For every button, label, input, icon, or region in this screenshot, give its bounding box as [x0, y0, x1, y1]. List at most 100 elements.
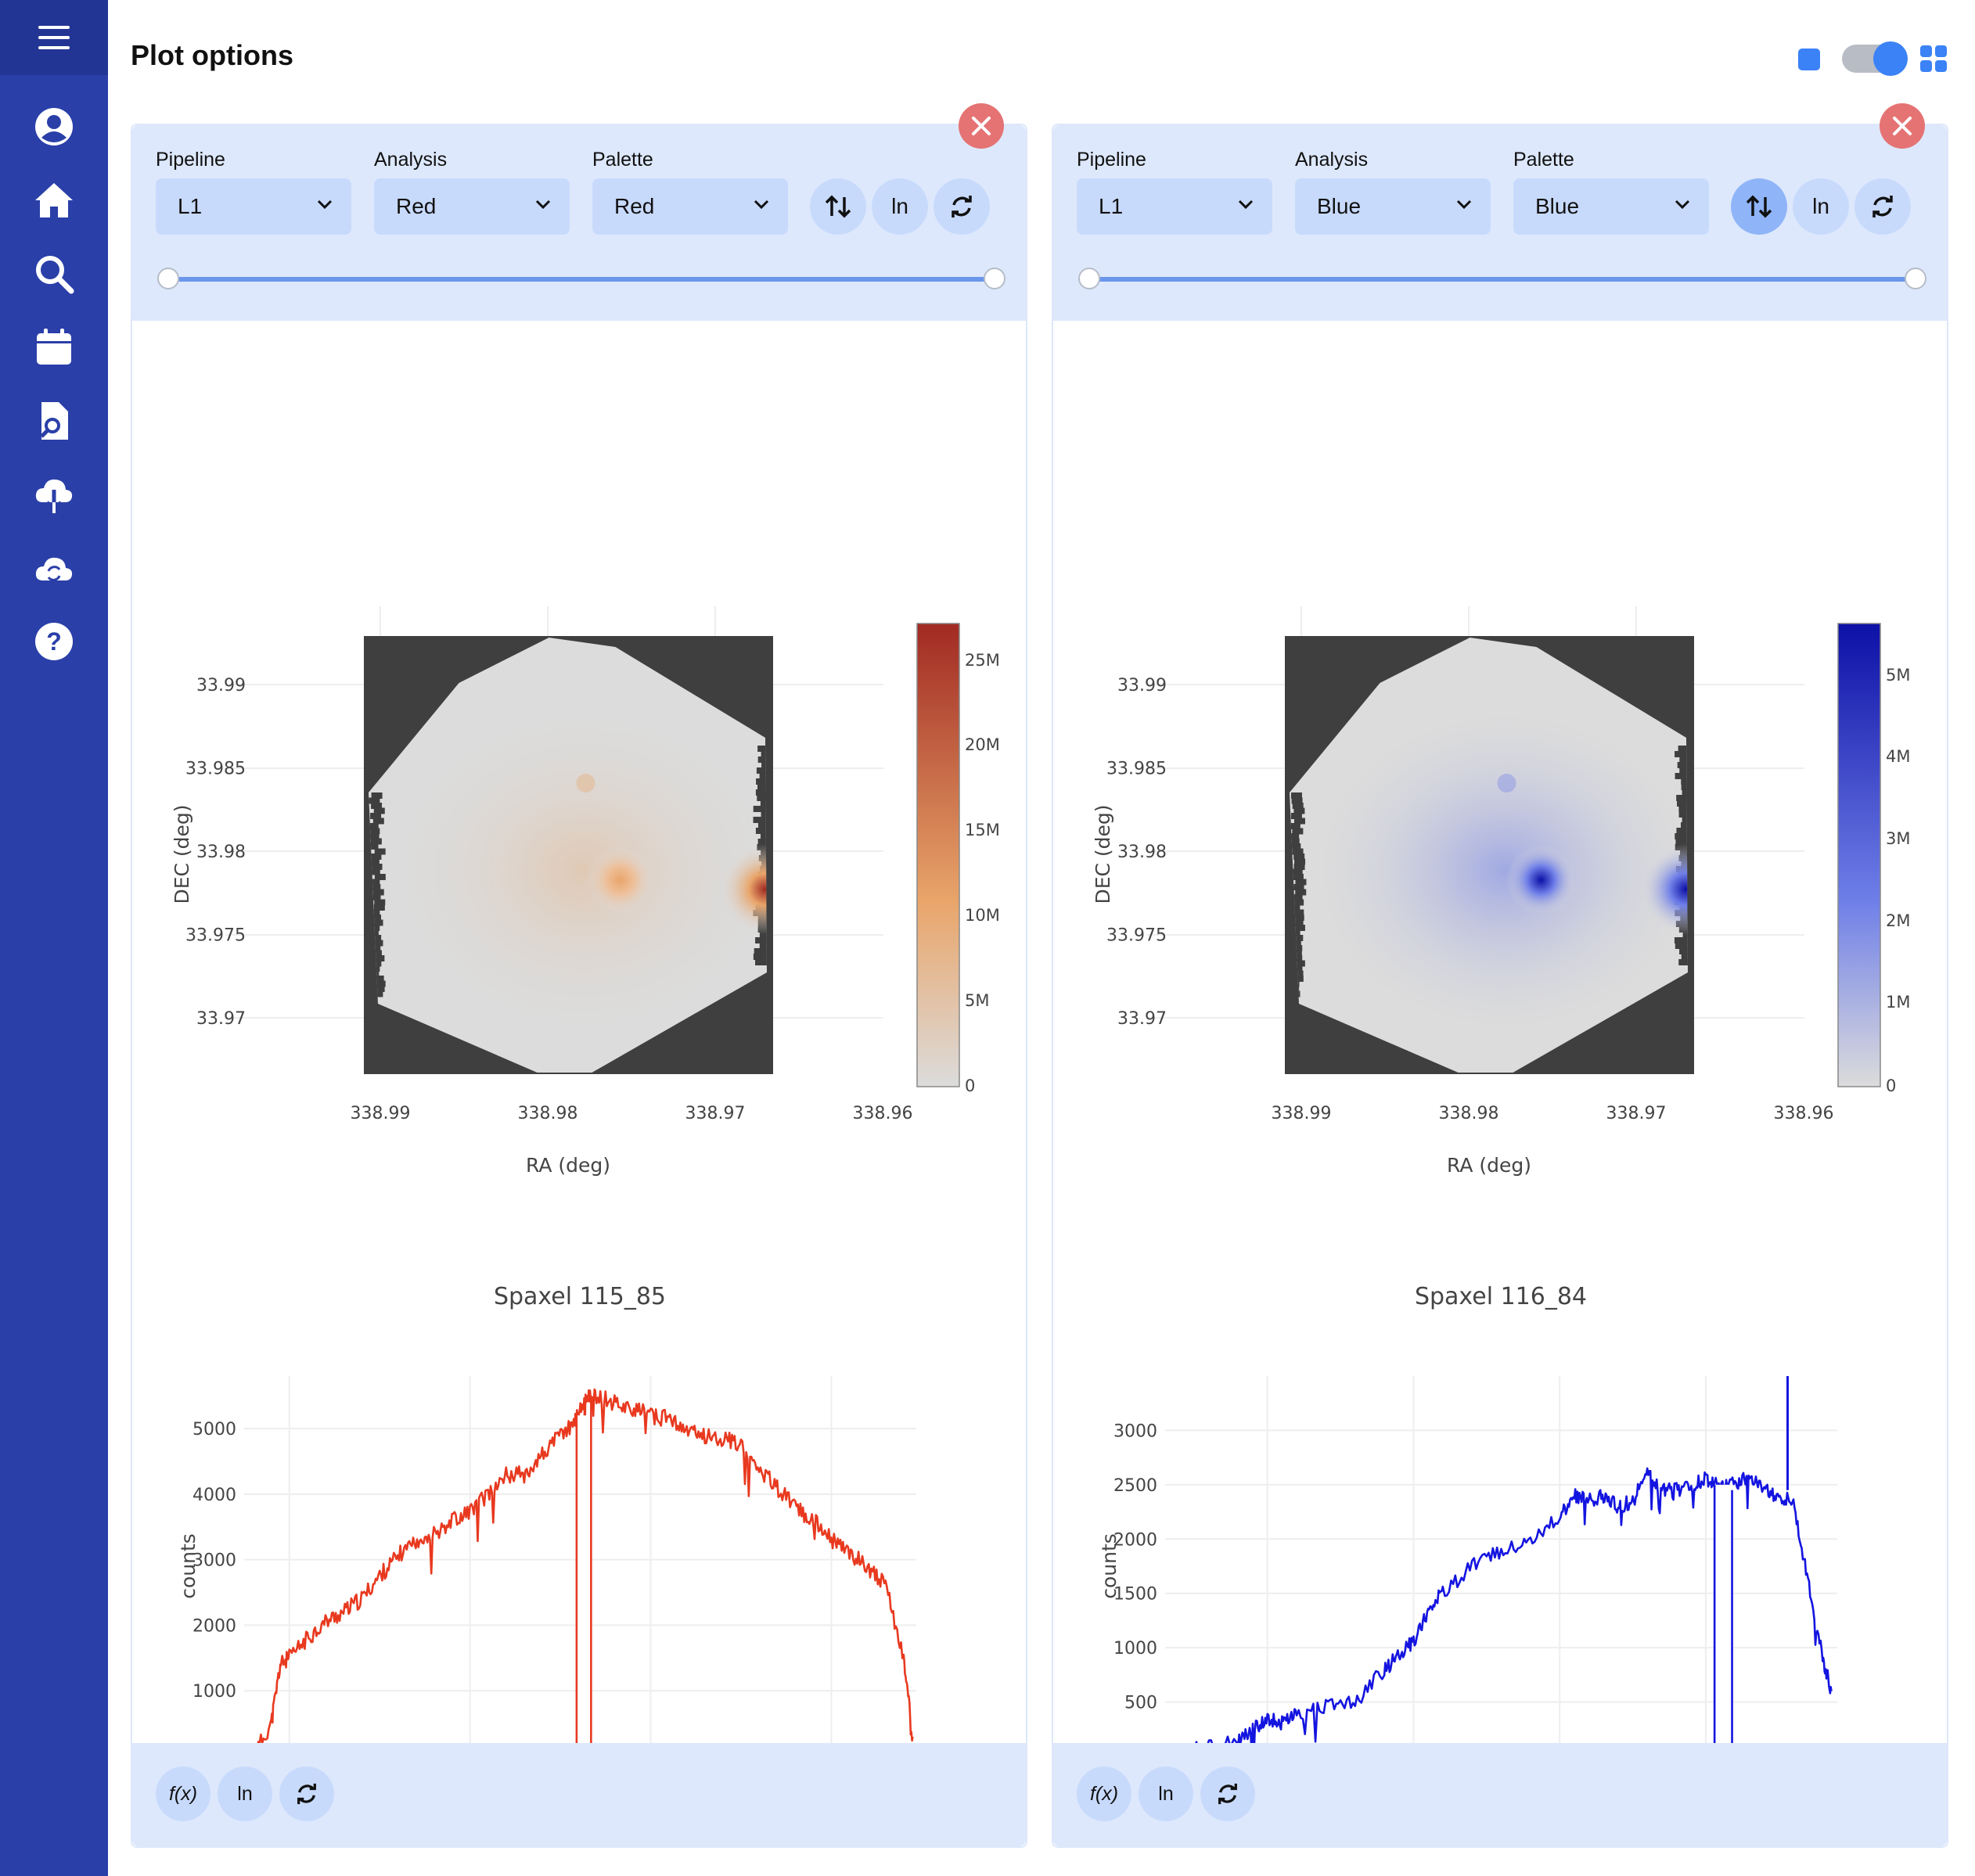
heatmap-edge-pixel [1292, 935, 1304, 941]
range-slider-track[interactable] [167, 277, 995, 282]
heatmap-footprint [1290, 638, 1688, 1073]
heatmap-edge-pixel [1681, 822, 1688, 828]
chevron-down-icon [535, 199, 551, 210]
heatmap-edge-pixel [1679, 948, 1688, 954]
pipeline-value: L1 [178, 194, 203, 218]
y-tick-label: 33.98 [196, 843, 246, 862]
function-button[interactable]: f(x) [1077, 1766, 1131, 1821]
log-scale-footer-button[interactable]: ln [1139, 1766, 1193, 1821]
plot-panel-left: Pipeline Analysis Palette L1 Red Red ln [131, 103, 1027, 1848]
heatmap-edge-pixel [1293, 818, 1305, 825]
cloud-download-icon [35, 479, 73, 513]
sidebar-item-home[interactable] [27, 174, 81, 227]
sidebar-item-search[interactable] [27, 247, 81, 300]
swap-axis-button[interactable] [810, 178, 866, 235]
heatmap-edge-pixel [370, 813, 382, 819]
heatmap-edge-pixel [1290, 904, 1300, 911]
y-tick-label: 3000 [1113, 1421, 1157, 1441]
colorbar [1837, 623, 1881, 1087]
analysis-select[interactable]: Blue [1295, 178, 1491, 235]
sidebar-item-user[interactable] [27, 100, 81, 153]
plots-area: 338.99 338.98 338.97 338.96 33.99 33.985 33.98… [171, 606, 1000, 1745]
heatmap-edge-pixel [1290, 843, 1301, 850]
log-scale-button[interactable]: ln [1793, 178, 1849, 235]
heatmap-edge-pixel [759, 773, 767, 779]
analysis-select[interactable]: Red [374, 178, 570, 235]
range-slider-min-handle[interactable] [1078, 268, 1100, 289]
home-icon [35, 183, 73, 217]
x-tick-label: 338.96 [1774, 1104, 1834, 1123]
heatmap-edge-pixel [369, 894, 381, 900]
colorbar-tick-label: 3M [1886, 829, 1910, 848]
calendar-icon [37, 329, 71, 365]
x-axis-label: RA (deg) [526, 1154, 610, 1177]
heatmap-edge-pixel [1675, 773, 1688, 779]
pipeline-select[interactable]: L1 [1077, 178, 1272, 235]
refresh-icon [1218, 1783, 1237, 1805]
y-tick-label: 33.975 [185, 926, 246, 946]
log-scale-button[interactable]: ln [872, 178, 928, 235]
heatmap-edge-pixel [1295, 879, 1307, 886]
heatmap-edge-pixel [374, 874, 386, 880]
log-scale-footer-button[interactable]: ln [218, 1766, 272, 1821]
colorbar-tick-label: 0 [965, 1076, 975, 1095]
reset-button[interactable] [934, 178, 990, 235]
spectrum-title: Spaxel 116_84 [1415, 1283, 1587, 1310]
heatmap-chart[interactable]: 338.99 338.98 338.97 338.96 33.99 33.985 33.98… [171, 606, 1000, 1177]
y-axis-label: counts [1098, 1533, 1121, 1599]
view-toggle[interactable] [1842, 41, 1908, 76]
palette-select[interactable]: Red [592, 178, 788, 235]
close-panel-button[interactable] [959, 103, 1004, 149]
sidebar-item-file-search[interactable] [27, 394, 81, 447]
heatmap-edge-pixel [370, 854, 382, 860]
pipeline-select[interactable]: L1 [156, 178, 351, 235]
analysis-label: Analysis [1295, 149, 1369, 171]
y-tick-label: 4000 [192, 1486, 236, 1505]
heatmap-edge-pixel [1679, 767, 1688, 774]
heatmap-edge-pixel [1675, 751, 1688, 757]
heatmap-edge-pixel [760, 833, 767, 839]
y-tick-label: 33.97 [196, 1009, 246, 1029]
single-view-icon[interactable] [1798, 49, 1820, 70]
spectrum-chart[interactable]: Spaxel 115_85600070008000900050004000300… [177, 1283, 916, 1745]
range-slider-max-handle[interactable] [1905, 268, 1926, 289]
heatmap-source [585, 845, 656, 915]
heatmap-edge-pixel [1295, 889, 1307, 896]
heatmap-chart[interactable]: 338.99 338.98 338.97 338.96 33.99 33.985 33.98… [1092, 606, 1910, 1177]
spectrum-chart[interactable]: Spaxel 116_84400045005000550030002500200… [1098, 1283, 1837, 1745]
reset-button[interactable] [1854, 178, 1911, 235]
heatmap-edge-pixel [757, 784, 767, 790]
sidebar-item-sync[interactable] [27, 541, 81, 595]
heatmap-edge-pixel [1682, 932, 1688, 938]
range-slider-max-handle[interactable] [984, 268, 1005, 289]
heatmap-halo [1301, 699, 1688, 1043]
sidebar-item-download[interactable] [27, 468, 81, 521]
function-button[interactable]: f(x) [156, 1766, 210, 1821]
palette-select[interactable]: Blue [1513, 178, 1709, 235]
reset-footer-button[interactable] [279, 1766, 334, 1821]
y-axis-label: DEC (deg) [171, 804, 193, 904]
close-icon [972, 117, 991, 135]
heatmap-edge-pixel [759, 932, 767, 938]
range-slider-track[interactable] [1088, 277, 1916, 282]
colorbar [916, 623, 960, 1087]
analysis-label: Analysis [374, 149, 448, 171]
sidebar-item-help[interactable]: ? [27, 615, 81, 668]
heatmap-source [719, 843, 767, 935]
heatmap-edge-pixel [374, 848, 386, 855]
heatmap-edge-pixel [369, 879, 380, 886]
palette-value: Blue [1535, 194, 1580, 218]
close-panel-button[interactable] [1880, 103, 1925, 149]
grid-view-icon[interactable] [1920, 45, 1947, 72]
swap-axis-button[interactable] [1731, 178, 1787, 235]
sidebar-item-calendar[interactable] [27, 321, 81, 374]
reset-footer-button[interactable] [1200, 1766, 1255, 1821]
colorbar-tick-label: 5M [1886, 666, 1910, 685]
heatmap-edge-pixel [1293, 960, 1305, 967]
x-tick-label: 338.99 [351, 1104, 411, 1123]
menu-button[interactable] [0, 0, 108, 75]
heatmap-edge-pixel [1290, 823, 1300, 829]
range-slider-min-handle[interactable] [157, 268, 179, 289]
analysis-value: Blue [1317, 194, 1362, 218]
y-tick-label: 33.975 [1106, 926, 1167, 946]
